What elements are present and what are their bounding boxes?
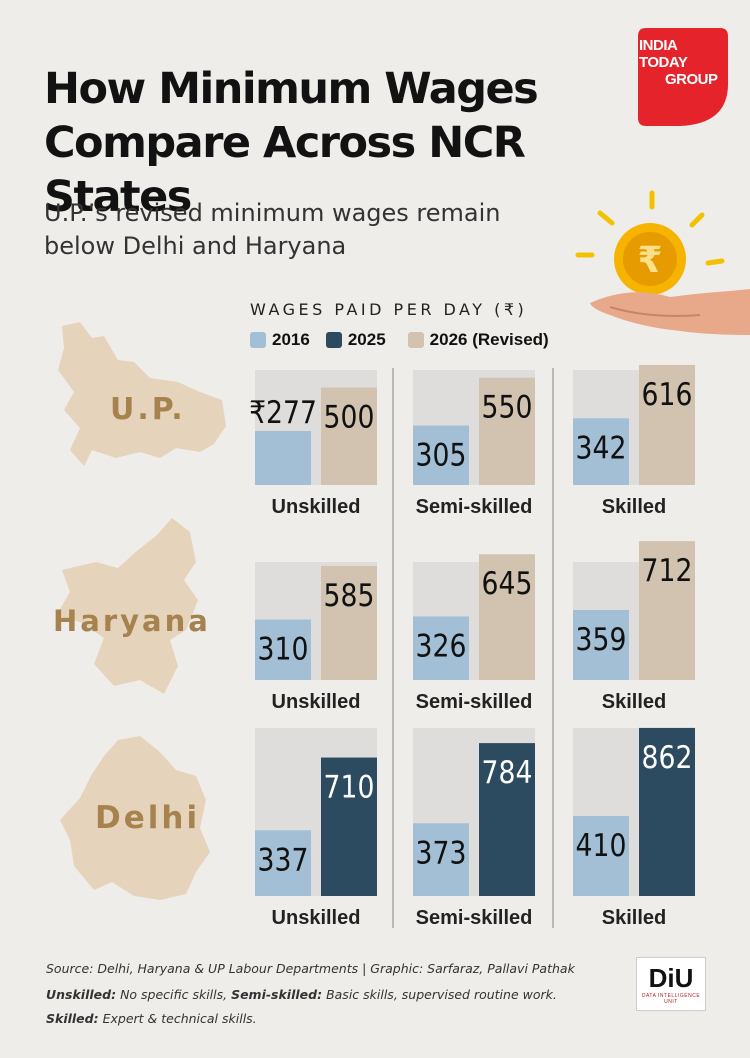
bar-2026revised [639, 541, 695, 680]
bar-value-label: 645 [482, 565, 533, 601]
state-label-haryana: Haryana [53, 604, 211, 638]
bar-2016 [573, 609, 629, 680]
category-label: Skilled [602, 907, 666, 929]
page-title: How Minimum Wages Compare Across NCR Sta… [44, 64, 539, 222]
category-label: Semi-skilled [416, 691, 533, 713]
bar-value-label: 310 [258, 631, 309, 667]
legend-swatch [325, 332, 342, 348]
bar-value-label: 862 [642, 739, 693, 775]
diu-logo: DiU DATA INTELLIGENCE UNIT [636, 957, 706, 1011]
definitions-line-2: Skilled: Expert & technical skills. [46, 1011, 257, 1026]
bar-2016 [573, 418, 629, 485]
category-label: Semi-skilled [416, 907, 533, 929]
bar-value-label: 410 [576, 827, 627, 863]
india-today-group-logo [638, 28, 728, 126]
haryana-map-icon [56, 518, 198, 694]
delhi-map-icon [60, 736, 210, 900]
bar-2016 [413, 425, 469, 485]
bar-2016 [255, 830, 311, 896]
legend-item-2016: 2016 [250, 330, 310, 350]
category-label: Unskilled [272, 496, 361, 518]
source-note: Source: Delhi, Haryana & UP Labour Depar… [46, 961, 575, 976]
bar-value-label: 305 [416, 437, 467, 473]
bar-2016 [255, 430, 311, 485]
bar-value-label: 500 [324, 399, 375, 435]
bar-2016 [573, 816, 629, 896]
legend-item-2026: 2026 (Revised) [407, 330, 549, 350]
bar-value-label: 616 [642, 376, 693, 412]
bar-value-label: 784 [482, 754, 533, 790]
page-subtitle: U.P.’s revised minimum wages remain belo… [44, 199, 501, 260]
category-label: Skilled [602, 691, 666, 713]
bar-2016 [255, 619, 311, 680]
bar-2026revised [479, 377, 535, 485]
bar-value-label: 712 [642, 552, 693, 588]
svg-text:₹: ₹ [637, 240, 662, 281]
legend-swatch [250, 332, 266, 348]
definitions-line-1: Unskilled: No specific skills, Semi-skil… [46, 987, 557, 1002]
category-label: Unskilled [272, 691, 361, 713]
bar-value-label: 550 [482, 389, 533, 425]
category-label: Skilled [602, 496, 666, 518]
logo-text: INDIA TODAY GROUP [639, 37, 718, 88]
bar-2026revised [639, 364, 695, 485]
bar-value-label: 342 [576, 429, 627, 465]
category-label: Unskilled [272, 907, 361, 929]
legend-swatch [407, 332, 424, 348]
bar-value-label: ₹277 [249, 394, 317, 430]
bar-2026revised [321, 565, 377, 680]
state-maps [56, 322, 226, 900]
bar-2025 [639, 727, 695, 896]
bar-value-label: 326 [416, 627, 467, 663]
bar-2025 [479, 743, 535, 896]
bar-value-label: 373 [416, 834, 467, 870]
bar-2026revised [321, 387, 377, 485]
state-label-up: U.P. [110, 392, 186, 427]
bar-value-label: 337 [258, 841, 309, 877]
category-label: Semi-skilled [416, 496, 533, 518]
legend: 2016 2025 2026 (Revised) [250, 330, 549, 350]
bar-2026revised [479, 554, 535, 680]
rupee-coin-in-hand-icon: ₹ [575, 190, 750, 335]
bar-2016 [413, 823, 469, 896]
up-map-icon [58, 322, 226, 466]
legend-title: WAGES PAID PER DAY (₹) [250, 300, 528, 319]
bar-value-label: 710 [324, 769, 375, 805]
bar-value-label: 359 [576, 621, 627, 657]
bar-value-label: 585 [324, 577, 375, 613]
legend-item-2025: 2025 [325, 330, 386, 350]
bar-2016 [413, 616, 469, 680]
bar-2025 [321, 757, 377, 896]
state-label-delhi: Delhi [95, 800, 201, 836]
